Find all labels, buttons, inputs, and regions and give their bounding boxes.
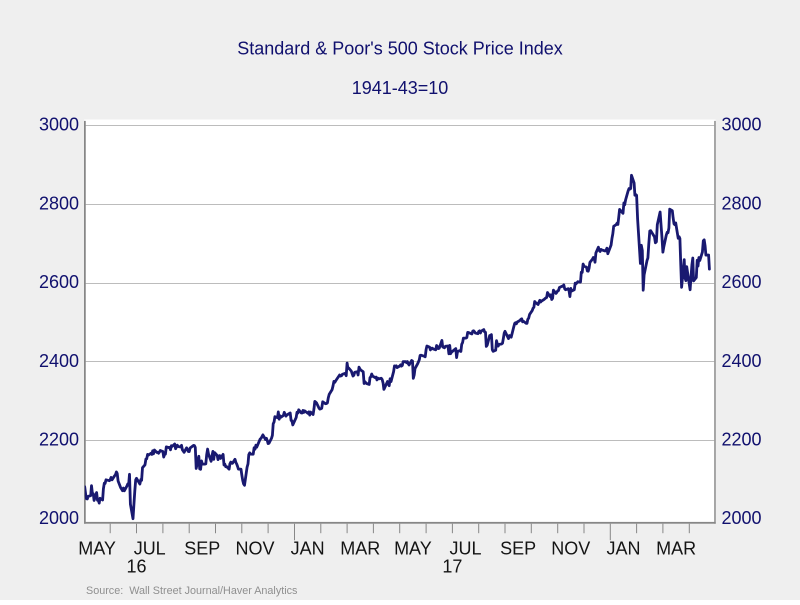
svg-text:3000: 3000 [39,115,79,135]
svg-text:SEP: SEP [184,538,220,558]
svg-text:JAN: JAN [606,538,640,558]
svg-text:17: 17 [442,557,462,577]
svg-text:2600: 2600 [722,272,762,292]
svg-text:NOV: NOV [235,538,274,558]
svg-text:Source: Wall Street Journal/H: Source: Wall Street Journal/Haver Analyt… [86,585,298,597]
svg-text:2400: 2400 [39,351,79,371]
svg-text:JUL: JUL [134,538,166,558]
svg-text:MAR: MAR [340,538,380,558]
svg-text:2000: 2000 [39,508,79,528]
svg-text:2800: 2800 [39,193,79,213]
svg-text:MAR: MAR [656,538,696,558]
svg-text:2200: 2200 [722,430,762,450]
svg-text:JUL: JUL [449,538,481,558]
svg-text:1941-43=10: 1941-43=10 [352,78,449,98]
svg-text:2400: 2400 [722,351,762,371]
svg-text:2000: 2000 [722,508,762,528]
svg-text:MAY: MAY [394,538,432,558]
svg-text:JAN: JAN [291,538,325,558]
svg-text:16: 16 [126,557,146,577]
svg-text:2600: 2600 [39,272,79,292]
svg-text:2200: 2200 [39,430,79,450]
svg-text:NOV: NOV [551,538,590,558]
svg-text:3000: 3000 [722,115,762,135]
svg-text:MAY: MAY [78,538,116,558]
svg-text:Standard & Poor's 500 Stock Pr: Standard & Poor's 500 Stock Price Index [237,39,563,59]
svg-text:2800: 2800 [722,193,762,213]
svg-text:SEP: SEP [500,538,536,558]
